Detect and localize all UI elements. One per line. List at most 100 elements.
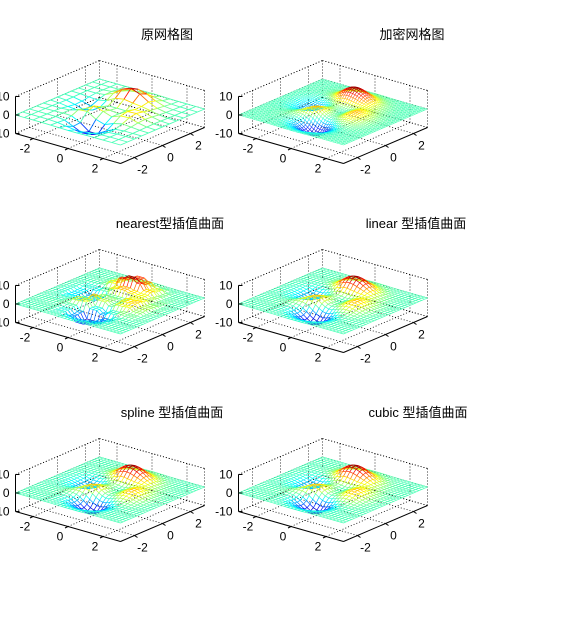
- mesh-line: [374, 109, 377, 111]
- mesh-line: [338, 95, 341, 99]
- mesh-line: [321, 81, 324, 83]
- mesh-line: [378, 115, 381, 117]
- mesh-line: [295, 101, 298, 103]
- mesh-line: [317, 87, 320, 90]
- mesh-line: [341, 114, 344, 117]
- mesh-line: [346, 119, 349, 121]
- mesh-line: [48, 116, 56, 120]
- mesh-line: [337, 88, 340, 90]
- mesh-line: [373, 124, 376, 126]
- mesh-line: [315, 95, 318, 97]
- mesh-line: [141, 106, 151, 111]
- mesh-line: [358, 89, 361, 91]
- mesh-line: [329, 112, 333, 115]
- mesh-line: [245, 112, 248, 114]
- mesh-line: [397, 108, 400, 110]
- mesh-line: [309, 124, 312, 128]
- mesh-line: [335, 96, 339, 99]
- mesh-line: [310, 96, 313, 99]
- grid-line: [85, 103, 191, 134]
- mesh-line: [345, 114, 348, 117]
- mesh-line: [343, 131, 346, 133]
- mesh-line: [309, 102, 312, 104]
- mesh-line: [380, 107, 383, 109]
- mesh-line: [279, 104, 282, 106]
- mesh-line: [359, 99, 362, 102]
- mesh-line: [349, 130, 352, 132]
- mesh-line: [295, 102, 298, 104]
- mesh-line: [322, 115, 325, 119]
- mesh-line: [345, 130, 348, 133]
- mesh-line: [78, 108, 86, 111]
- mesh-line: [118, 139, 128, 143]
- mesh-line: [389, 113, 392, 115]
- mesh-line: [394, 104, 397, 106]
- mesh-line: [282, 121, 285, 123]
- mesh-line: [295, 102, 299, 105]
- mesh-line: [335, 91, 338, 93]
- mesh-line: [264, 108, 267, 111]
- mesh-line: [92, 81, 102, 85]
- mesh-line: [174, 114, 184, 119]
- mesh-line: [374, 130, 377, 132]
- mesh-line: [348, 107, 351, 110]
- mesh-line: [298, 97, 301, 100]
- mesh-line: [252, 115, 255, 117]
- mesh-line: [99, 130, 107, 134]
- mesh-line: [301, 93, 304, 95]
- mesh-line: [120, 115, 130, 119]
- mesh-line: [320, 111, 323, 115]
- mesh-line: [279, 124, 282, 127]
- mesh-line: [109, 133, 118, 138]
- mesh-line: [417, 108, 420, 111]
- mesh-line: [412, 104, 415, 107]
- mesh-line: [314, 92, 317, 94]
- mesh-line: [329, 98, 332, 101]
- mesh-line: [331, 112, 335, 115]
- mesh-line: [280, 121, 283, 123]
- mesh-line: [300, 116, 303, 119]
- mesh-line: [307, 127, 311, 130]
- mesh-line: [328, 95, 331, 98]
- mesh-line: [320, 89, 323, 92]
- mesh-line: [190, 111, 198, 116]
- mesh-line: [343, 123, 346, 126]
- mesh-line: [366, 97, 370, 101]
- mesh-line: [353, 125, 356, 128]
- mesh-line: [281, 105, 284, 107]
- mesh-line: [303, 103, 306, 105]
- mesh-line: [368, 123, 372, 125]
- mesh-line: [337, 87, 340, 89]
- mesh-line: [372, 108, 376, 111]
- mesh-line: [324, 127, 327, 131]
- mesh-line: [380, 114, 383, 116]
- mesh-line: [262, 115, 265, 118]
- mesh-line: [364, 119, 367, 122]
- mesh-line: [143, 111, 153, 118]
- mesh-line: [274, 109, 277, 111]
- mesh-line: [323, 109, 327, 112]
- mesh-line: [307, 102, 310, 104]
- mesh-line: [262, 103, 265, 105]
- mesh-line: [363, 90, 366, 92]
- mesh-line: [288, 116, 292, 119]
- mesh-line: [317, 101, 320, 104]
- mesh-line: [271, 117, 274, 119]
- mesh-line: [354, 94, 358, 97]
- mesh-line: [364, 120, 367, 123]
- mesh-line: [314, 110, 317, 113]
- mesh-line: [353, 116, 357, 118]
- mesh-line: [373, 102, 376, 105]
- mesh-line: [416, 109, 418, 112]
- y-tick-label: 2: [195, 139, 202, 153]
- mesh-line: [320, 135, 323, 137]
- mesh-line: [66, 99, 76, 105]
- mesh-line: [291, 119, 294, 121]
- mesh-line: [338, 114, 341, 117]
- mesh-line: [36, 105, 46, 109]
- mesh-line: [315, 106, 318, 109]
- mesh-line: [272, 103, 275, 106]
- mesh-line: [324, 83, 327, 85]
- mesh-line: [337, 126, 340, 129]
- mesh-line: [382, 117, 385, 119]
